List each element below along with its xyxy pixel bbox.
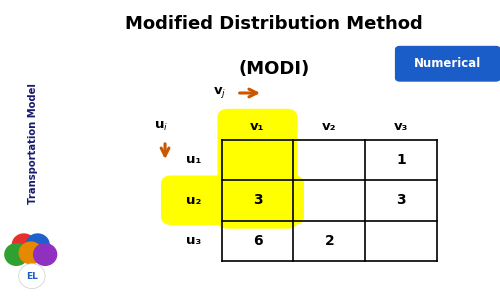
Text: Transportation Model: Transportation Model: [28, 84, 38, 204]
Circle shape: [18, 264, 45, 289]
Text: EL: EL: [26, 272, 38, 280]
Text: 2: 2: [324, 234, 334, 248]
Text: (MODI): (MODI): [238, 60, 310, 78]
Text: Numerical: Numerical: [414, 57, 482, 70]
Text: 6: 6: [252, 234, 262, 248]
Text: 3: 3: [252, 193, 262, 207]
FancyBboxPatch shape: [164, 178, 301, 222]
Circle shape: [19, 242, 42, 264]
Circle shape: [26, 234, 49, 256]
Circle shape: [12, 234, 36, 256]
Text: Modified Distribution Method: Modified Distribution Method: [125, 15, 422, 33]
FancyBboxPatch shape: [220, 112, 294, 226]
Circle shape: [34, 244, 56, 265]
Text: u$_i$: u$_i$: [154, 120, 168, 134]
Text: u₃: u₃: [186, 234, 201, 247]
Text: u₂: u₂: [186, 194, 201, 207]
Text: v₁: v₁: [250, 120, 264, 134]
Text: v$_j$: v$_j$: [213, 85, 226, 100]
Text: v₃: v₃: [394, 120, 408, 134]
Text: v₂: v₂: [322, 120, 336, 134]
FancyBboxPatch shape: [396, 46, 500, 81]
Circle shape: [5, 244, 28, 265]
Text: 1: 1: [396, 153, 406, 167]
Text: 3: 3: [396, 193, 406, 207]
Text: u₁: u₁: [186, 153, 201, 166]
